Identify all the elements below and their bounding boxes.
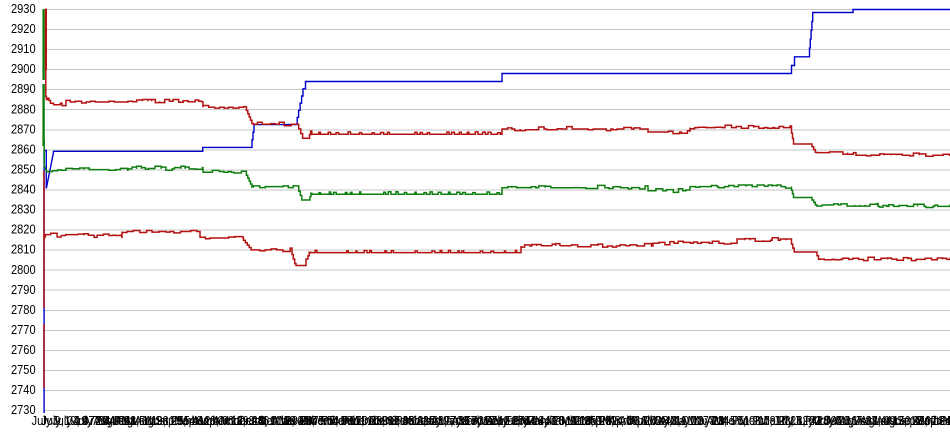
svg-text:2760: 2760 (11, 342, 36, 357)
svg-text:August 19, 1:55 AM: August 19, 1:55 AM (114, 413, 209, 428)
svg-text:October 18, 3:37 PM: October 18, 3:37 PM (238, 413, 338, 428)
svg-text:2750: 2750 (11, 362, 36, 377)
svg-text:December 18, 5:19 AM: December 18, 5:19 AM (361, 413, 467, 428)
svg-text:August 7, 09:50 AM: August 7, 09:50 AM (835, 413, 930, 428)
svg-text:April 8, 06:26 AM: April 8, 06:26 AM (588, 413, 677, 428)
svg-text:2790: 2790 (11, 282, 36, 297)
svg-text:2860: 2860 (11, 141, 36, 156)
svg-text:September 18, 8:46 AM: September 18, 8:46 AM (176, 413, 288, 428)
svg-text:August 17, 12:07 PM: August 17, 12:07 PM (856, 413, 950, 428)
svg-text:July 18, 5:16 AM: July 18, 5:16 AM (794, 413, 877, 428)
svg-text:July 19, 7:04 PM: July 19, 7:04 PM (52, 413, 135, 428)
svg-text:July 8, 02:59 AM: July 8, 02:59 AM (773, 413, 856, 428)
svg-text:March 29, 4:09 AM: March 29, 4:09 AM (567, 413, 656, 428)
svg-text:February 6, 04:44 PM: February 6, 04:44 PM (464, 413, 570, 428)
svg-text:September 16, 6:58 PM: September 16, 6:58 PM (917, 413, 950, 428)
svg-text:2770: 2770 (11, 322, 36, 337)
svg-text:2920: 2920 (11, 21, 36, 36)
svg-text:November 28, 12:45 AM: November 28, 12:45 AM (320, 413, 432, 428)
svg-text:2800: 2800 (11, 262, 36, 277)
svg-text:2930: 2930 (11, 1, 36, 16)
svg-text:March 8, 11:35 PM: March 8, 11:35 PM (526, 413, 615, 428)
svg-text:2830: 2830 (11, 202, 36, 217)
svg-text:April 18, 8:43 AM: April 18, 8:43 AM (608, 413, 697, 428)
svg-text:June 17, 10:25 PM: June 17, 10:25 PM (732, 413, 821, 428)
svg-text:2740: 2740 (11, 382, 36, 397)
svg-text:September 26, 9:15 PM: September 26, 9:15 PM (938, 413, 950, 428)
svg-text:2780: 2780 (11, 302, 36, 317)
svg-text:June 28, 12:42 AM: June 28, 12:42 AM (753, 413, 842, 428)
svg-text:February 26, 9:18 PM: February 26, 9:18 PM (505, 413, 611, 428)
svg-text:May 8, 01:17 PM: May 8, 01:17 PM (650, 413, 727, 428)
svg-text:2900: 2900 (11, 61, 36, 76)
svg-text:2850: 2850 (11, 162, 36, 177)
svg-text:2840: 2840 (11, 182, 36, 197)
svg-text:July 29, 9:21 PM: July 29, 9:21 PM (73, 413, 156, 428)
svg-text:January 27, 2:27 PM: January 27, 2:27 PM (444, 413, 544, 428)
svg-text:March 19, 1:52 AM: March 19, 1:52 AM (547, 413, 636, 428)
svg-text:September 8, 06:29 AM: September 8, 06:29 AM (155, 413, 267, 428)
svg-text:2880: 2880 (11, 101, 36, 116)
svg-text:2910: 2910 (11, 41, 36, 56)
svg-text:May 28, 5:51 PM: May 28, 5:51 PM (691, 413, 768, 428)
svg-text:July 9, 04:47 PM: July 9, 04:47 PM (32, 413, 115, 428)
svg-text:August 29, 4:12 AM: August 29, 4:12 AM (135, 413, 230, 428)
svg-text:December 28, 7:36 AM: December 28, 7:36 AM (382, 413, 488, 428)
svg-text:January 17, 12:10 PM: January 17, 12:10 PM (423, 413, 529, 428)
svg-text:November 7, 08:11 PM: November 7, 08:11 PM (279, 413, 385, 428)
svg-text:July 28, 7:33 AM: July 28, 7:33 AM (814, 413, 897, 428)
svg-text:July 19, 07:04 PM: July 19, 07:04 PM (41, 413, 130, 428)
svg-text:December 8, 03:02 AM: December 8, 03:02 AM (341, 413, 447, 428)
svg-text:January 7, 09:53 AM: January 7, 09:53 AM (402, 413, 502, 428)
svg-text:September 28, 11:03 AM: September 28, 11:03 AM (196, 413, 314, 428)
svg-text:2890: 2890 (11, 81, 36, 96)
svg-text:2810: 2810 (11, 242, 36, 257)
svg-text:June 7, 08:08 PM: June 7, 08:08 PM (711, 413, 794, 428)
svg-text:2870: 2870 (11, 121, 36, 136)
svg-text:November 17, 10:28 PM: November 17, 10:28 PM (299, 413, 411, 428)
svg-text:August 8, 11:38 PM: August 8, 11:38 PM (93, 413, 188, 428)
svg-text:October 28, 5:54 PM: October 28, 5:54 PM (258, 413, 358, 428)
svg-text:February 16, 7:01 PM: February 16, 7:01 PM (485, 413, 591, 428)
svg-text:October 8, 01:20 PM: October 8, 01:20 PM (217, 413, 317, 428)
svg-text:August 27, 2:24 PM: August 27, 2:24 PM (876, 413, 950, 428)
svg-text:April 28, 11:00 AM: April 28, 11:00 AM (629, 413, 724, 428)
svg-text:2730: 2730 (11, 402, 36, 417)
svg-text:2820: 2820 (11, 222, 36, 237)
svg-text:September 6, 04:41 PM: September 6, 04:41 PM (897, 413, 950, 428)
svg-text:May 18, 3:34 PM: May 18, 3:34 PM (670, 413, 747, 428)
